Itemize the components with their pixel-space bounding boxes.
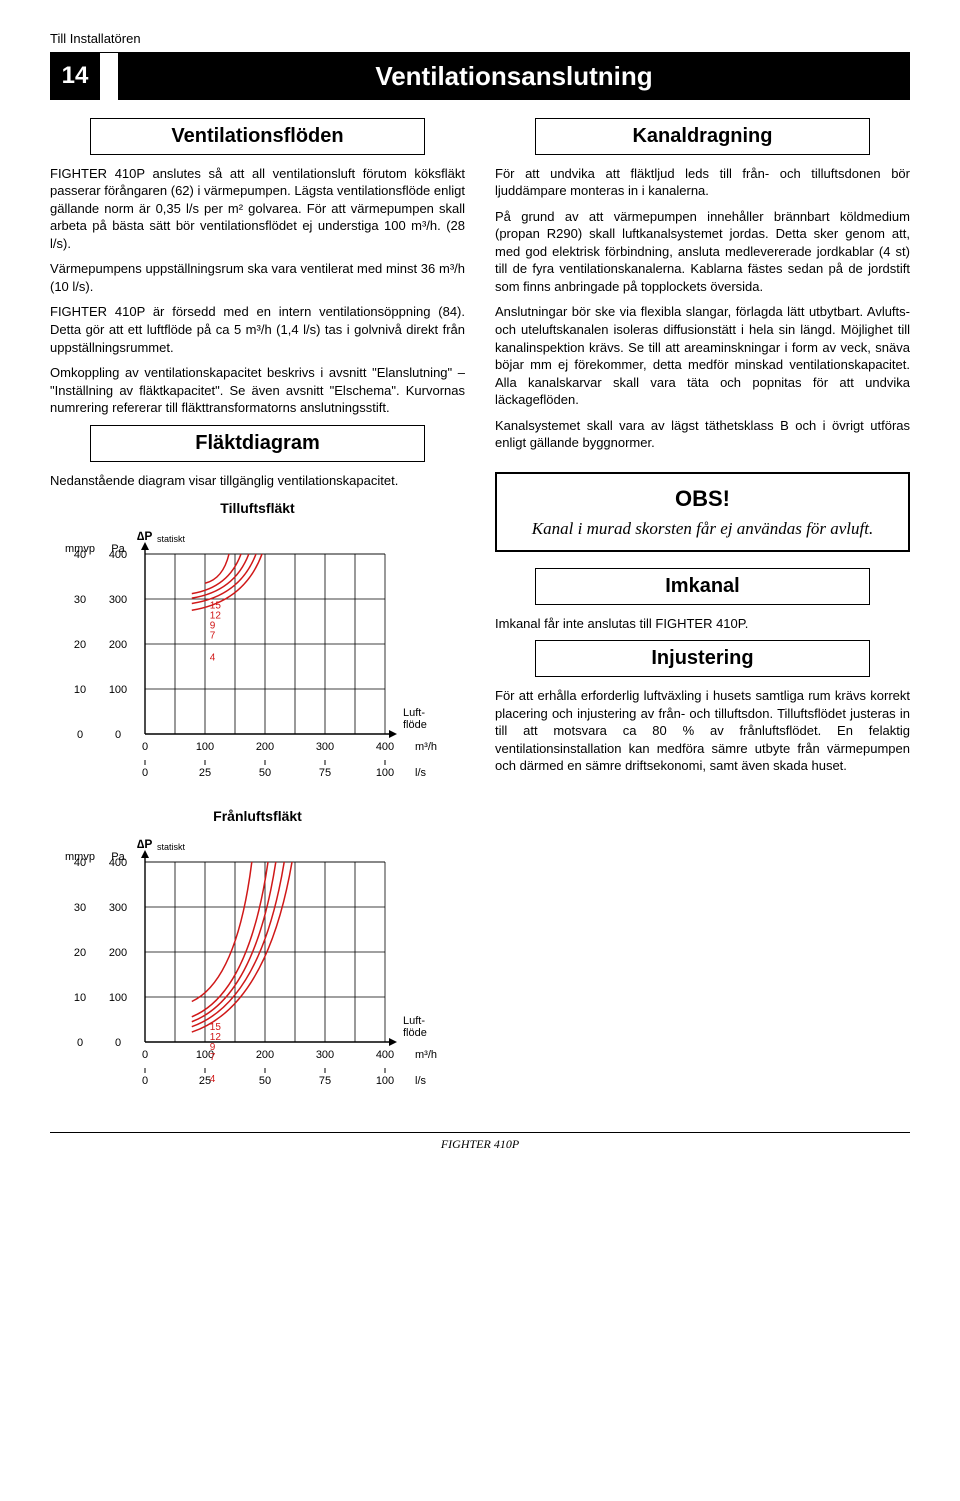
svg-text:7: 7 <box>210 1052 216 1063</box>
section-imkanal: Imkanal <box>535 568 870 605</box>
svg-text:20: 20 <box>74 639 86 651</box>
left-column: Ventilationsflöden FIGHTER 410P anslutes… <box>50 110 465 1115</box>
svg-text:4: 4 <box>210 1074 216 1085</box>
svg-text:0: 0 <box>142 741 148 753</box>
obs-text: Kanal i murad skorsten får ej användas f… <box>511 518 894 540</box>
right-p2: På grund av att värmepumpen innehåller b… <box>495 208 910 296</box>
top-label: Till Installatören <box>50 30 910 48</box>
svg-text:300: 300 <box>109 594 127 606</box>
svg-text:7: 7 <box>210 630 216 641</box>
footer-text: FIGHTER 410P <box>50 1133 910 1152</box>
obs-title: OBS! <box>511 484 894 514</box>
svg-text:100: 100 <box>376 767 394 779</box>
svg-text:75: 75 <box>319 1075 331 1087</box>
svg-text:∆P: ∆P <box>137 837 152 851</box>
page-number: 14 <box>50 53 100 100</box>
svg-text:0: 0 <box>115 729 121 741</box>
section-flaktdiagram: Fläktdiagram <box>90 425 425 462</box>
svg-text:statiskt: statiskt <box>157 534 186 544</box>
chart-tilluftsflakt: Tilluftsfläkt ∆PstatisktmmvpPa4040030300… <box>50 499 465 788</box>
svg-text:30: 30 <box>74 594 86 606</box>
svg-text:300: 300 <box>316 741 334 753</box>
svg-text:200: 200 <box>109 947 127 959</box>
svg-text:0: 0 <box>77 729 83 741</box>
main-title: Ventilationsanslutning <box>118 53 910 100</box>
svg-text:400: 400 <box>109 549 127 561</box>
right-p6: För att erhålla erforderlig luftväxling … <box>495 687 910 775</box>
svg-text:∆P: ∆P <box>137 529 152 543</box>
svg-text:50: 50 <box>259 767 271 779</box>
svg-text:100: 100 <box>109 992 127 1004</box>
svg-text:Luft-: Luft- <box>403 707 425 719</box>
svg-text:25: 25 <box>199 767 211 779</box>
chart2-svg: ∆PstatisktmmvpPa404003030020200101000000… <box>50 832 460 1092</box>
svg-text:100: 100 <box>196 741 214 753</box>
svg-text:20: 20 <box>74 947 86 959</box>
chart-franluftsflakt: Frånluftsfläkt ∆PstatisktmmvpPa404003030… <box>50 807 465 1096</box>
svg-text:400: 400 <box>109 857 127 869</box>
svg-text:flöde: flöde <box>403 1027 427 1039</box>
svg-text:0: 0 <box>142 767 148 779</box>
svg-text:10: 10 <box>74 992 86 1004</box>
svg-text:0: 0 <box>142 1049 148 1061</box>
title-row: 14 Ventilationsanslutning <box>50 53 910 100</box>
svg-text:400: 400 <box>376 741 394 753</box>
svg-text:10: 10 <box>74 684 86 696</box>
chart1-svg: ∆PstatisktmmvpPa404003030020200101000000… <box>50 524 460 784</box>
left-p2: Värmepumpens uppställningsrum ska vara v… <box>50 260 465 295</box>
chart1-title: Tilluftsfläkt <box>50 499 465 518</box>
right-p1: För att undvika att fläktljud leds till … <box>495 165 910 200</box>
svg-text:400: 400 <box>376 1049 394 1061</box>
svg-text:50: 50 <box>259 1075 271 1087</box>
svg-text:200: 200 <box>256 1049 274 1061</box>
svg-text:100: 100 <box>109 684 127 696</box>
svg-text:0: 0 <box>142 1075 148 1087</box>
svg-text:l/s: l/s <box>415 1075 427 1087</box>
left-p1: FIGHTER 410P anslutes så att all ventila… <box>50 165 465 253</box>
svg-text:4: 4 <box>210 652 216 663</box>
svg-text:Luft-: Luft- <box>403 1015 425 1027</box>
svg-text:200: 200 <box>256 741 274 753</box>
right-p4: Kanalsystemet skall vara av lägst täthet… <box>495 417 910 452</box>
section-injustering: Injustering <box>535 640 870 677</box>
section-kanaldragning: Kanaldragning <box>535 118 870 155</box>
chart2-title: Frånluftsfläkt <box>50 807 465 826</box>
svg-text:100: 100 <box>376 1075 394 1087</box>
svg-text:300: 300 <box>109 902 127 914</box>
svg-text:m³/h: m³/h <box>415 741 437 753</box>
right-p3: Anslutningar bör ske via flexibla slanga… <box>495 303 910 408</box>
svg-text:0: 0 <box>77 1037 83 1049</box>
svg-text:30: 30 <box>74 902 86 914</box>
footer: FIGHTER 410P <box>50 1132 910 1152</box>
svg-text:statiskt: statiskt <box>157 842 186 852</box>
section-ventilationsfloden: Ventilationsflöden <box>90 118 425 155</box>
svg-text:300: 300 <box>316 1049 334 1061</box>
svg-text:flöde: flöde <box>403 719 427 731</box>
svg-text:200: 200 <box>109 639 127 651</box>
right-column: Kanaldragning För att undvika att fläktl… <box>495 110 910 1115</box>
left-p5: Nedanstående diagram visar tillgänglig v… <box>50 472 465 490</box>
svg-text:75: 75 <box>319 767 331 779</box>
svg-text:0: 0 <box>115 1037 121 1049</box>
right-p5: Imkanal får inte anslutas till FIGHTER 4… <box>495 615 910 633</box>
svg-text:m³/h: m³/h <box>415 1049 437 1061</box>
left-p3: FIGHTER 410P är försedd med en intern ve… <box>50 303 465 356</box>
svg-text:40: 40 <box>74 549 86 561</box>
svg-text:l/s: l/s <box>415 767 427 779</box>
left-p4: Omkoppling av ventilationskapacitet besk… <box>50 364 465 417</box>
svg-text:40: 40 <box>74 857 86 869</box>
obs-box: OBS! Kanal i murad skorsten får ej använ… <box>495 472 910 552</box>
